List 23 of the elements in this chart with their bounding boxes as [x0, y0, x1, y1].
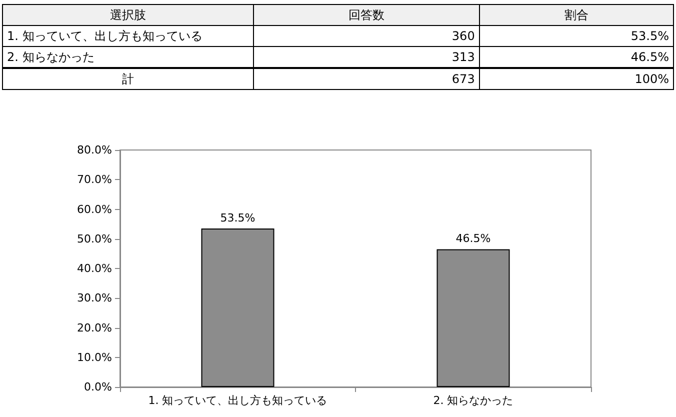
- text: 計: [2, 68, 254, 90]
- category-label: 割合: [479, 4, 674, 26]
- y-tick-label: 0.0%: [84, 380, 112, 394]
- text: 1. 知っていて、出し方も知っている: [2, 26, 254, 46]
- y-tick-label: 60.0%: [77, 202, 112, 216]
- text: 360: [253, 26, 480, 46]
- y-tick-label: 80.0%: [77, 144, 112, 156]
- data-label: 53.5%: [220, 212, 256, 225]
- text: 46.5%: [479, 46, 674, 68]
- data-label: 46.5%: [456, 232, 491, 246]
- y-tick-label: 10.0%: [77, 350, 112, 364]
- y-tick-label: 70.0%: [77, 173, 112, 186]
- text: 2. 知らなかった: [2, 46, 254, 68]
- y-tick-label: 50.0%: [77, 232, 112, 246]
- category-label: 選択肢: [2, 4, 254, 26]
- y-tick-label: 20.0%: [77, 321, 112, 334]
- text: 673: [253, 68, 480, 90]
- y-tick-label: 40.0%: [77, 262, 112, 275]
- text: 53.5%: [479, 26, 674, 46]
- text: 100%: [479, 68, 674, 90]
- category-label: 回答数: [253, 4, 480, 26]
- text: 313: [253, 46, 480, 68]
- y-tick-label: 30.0%: [77, 292, 112, 305]
